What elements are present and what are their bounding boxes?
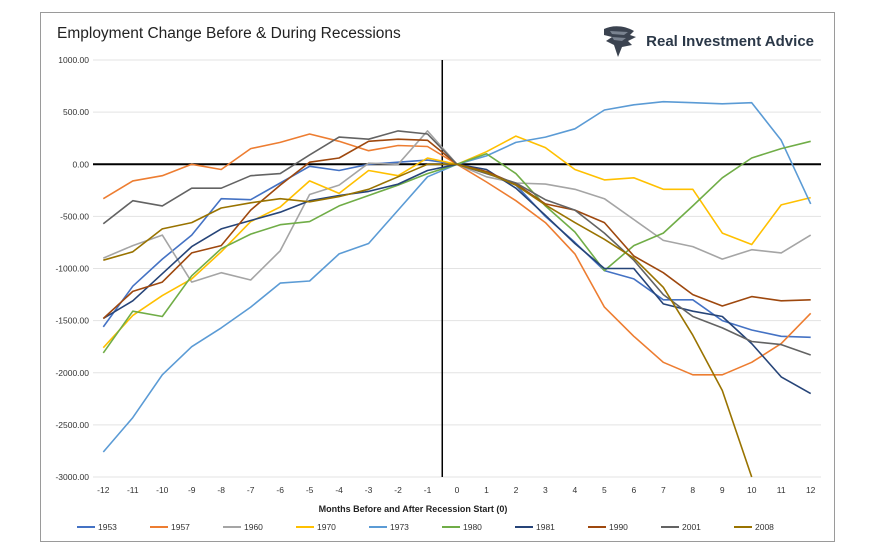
x-tick-label: 8 [690, 485, 695, 495]
brand-logo: Real Investment Advice [600, 23, 814, 59]
x-tick-label: 11 [777, 485, 786, 495]
x-tick-label: 5 [602, 485, 607, 495]
x-tick-label: -1 [424, 485, 432, 495]
x-tick-label: -12 [97, 485, 110, 495]
legend-item-1981: 1981 [515, 522, 588, 532]
y-tick-label: -1000.00 [55, 264, 89, 274]
chart-title: Employment Change Before & During Recess… [57, 25, 401, 42]
legend-swatch [442, 526, 460, 528]
y-tick-label: -1500.00 [55, 316, 89, 326]
legend-swatch [296, 526, 314, 528]
x-tick-label: 4 [573, 485, 578, 495]
x-tick-label: 3 [543, 485, 548, 495]
legend-swatch [150, 526, 168, 528]
series-line-1957 [102, 133, 812, 376]
x-tick-label: -10 [156, 485, 169, 495]
legend-swatch [588, 526, 606, 528]
legend-label: 1990 [609, 522, 628, 532]
y-tick-label: -2000.00 [55, 368, 89, 378]
x-tick-label: -9 [188, 485, 196, 495]
legend-swatch [369, 526, 387, 528]
line-chart: 1000.00 500.00 0.00 -500.00 -1000.00 -1500.00… [55, 55, 821, 514]
x-tick-label: -4 [335, 485, 343, 495]
series-line-1990 [102, 138, 811, 320]
legend-item-1960: 1960 [223, 522, 296, 532]
x-tick-label: 1 [484, 485, 489, 495]
legend-label: 1980 [463, 522, 482, 532]
legend: 1953 1957 1960 1970 1973 1980 1981 1990 2001 2008 [77, 522, 807, 532]
legend-item-1990: 1990 [588, 522, 661, 532]
series-line-2008 [103, 163, 753, 478]
x-tick-label: -11 [127, 485, 139, 495]
legend-item-2008: 2008 [734, 522, 807, 532]
legend-label: 1953 [98, 522, 117, 532]
x-tick-label: 10 [747, 485, 757, 495]
y-tick-label: -2500.00 [55, 420, 89, 430]
legend-swatch [77, 526, 95, 528]
series-layer [102, 100, 812, 478]
series-line-1981 [102, 163, 812, 395]
y-tick-label: 500.00 [63, 107, 89, 117]
legend-label: 1981 [536, 522, 555, 532]
legend-item-1970: 1970 [296, 522, 369, 532]
x-tick-label: 7 [661, 485, 666, 495]
x-tick-label: -6 [276, 485, 284, 495]
x-tick-label: 12 [806, 485, 816, 495]
y-tick-label: 1000.00 [58, 55, 89, 65]
x-tick-label: -2 [394, 485, 402, 495]
x-tick-label: -3 [365, 485, 373, 495]
x-tick-label: -7 [247, 485, 255, 495]
y-tick-labels: 1000.00 500.00 0.00 -500.00 -1000.00 -1500.00… [55, 55, 89, 482]
legend-item-1957: 1957 [150, 522, 223, 532]
gridlines [93, 59, 821, 478]
legend-swatch [515, 526, 533, 528]
legend-item-1980: 1980 [442, 522, 515, 532]
brand-name: Real Investment Advice [646, 32, 814, 50]
legend-item-1973: 1973 [369, 522, 442, 532]
x-tick-label: -5 [306, 485, 314, 495]
legend-swatch [223, 526, 241, 528]
legend-swatch [734, 526, 752, 528]
y-tick-label: -3000.00 [55, 472, 89, 482]
x-axis-title: Months Before and After Recession Start … [319, 504, 508, 514]
x-tick-label: 2 [514, 485, 519, 495]
legend-label: 1957 [171, 522, 190, 532]
legend-item-2001: 2001 [661, 522, 734, 532]
legend-label: 1970 [317, 522, 336, 532]
x-tick-label: 6 [631, 485, 636, 495]
y-tick-label: -500.00 [60, 211, 89, 221]
eagle-head-icon [604, 26, 637, 57]
x-tick-labels: -12 -11 -10 -9 -8 -7 -6 -5 -4 -3 -2 -1 0 1 2 3 4 5 6 7 8 9 10 1… [97, 485, 816, 495]
legend-label: 1973 [390, 522, 409, 532]
x-tick-label: 0 [455, 485, 460, 495]
legend-item-1953: 1953 [77, 522, 150, 532]
x-tick-label: 9 [720, 485, 725, 495]
x-tick-label: -8 [217, 485, 225, 495]
legend-label: 2001 [682, 522, 701, 532]
legend-label: 2008 [755, 522, 774, 532]
y-tick-label: 0.00 [72, 159, 89, 169]
chart-frame: Employment Change Before & During Recess… [40, 12, 835, 542]
legend-swatch [661, 526, 679, 528]
legend-label: 1960 [244, 522, 263, 532]
